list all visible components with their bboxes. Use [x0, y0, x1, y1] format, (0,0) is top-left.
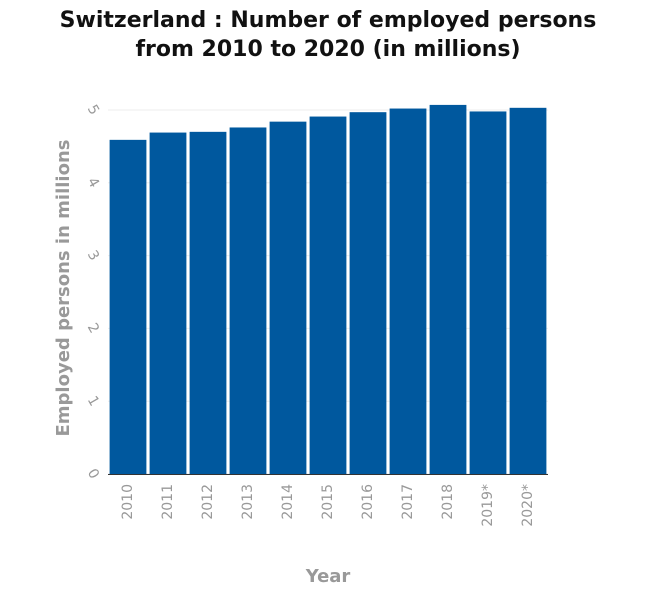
- chart-title-line-1: Switzerland : Number of employed persons: [59, 8, 597, 33]
- bar-2016: [349, 112, 387, 475]
- y-axis-label: Employed persons in millions: [53, 140, 74, 437]
- x-tick-label: 2020*: [520, 484, 536, 527]
- y-tick-label: 1: [84, 393, 102, 409]
- y-tick-label: 2: [84, 321, 102, 337]
- x-tick-label: 2015: [320, 484, 336, 520]
- bar-2013: [229, 127, 267, 475]
- x-tick-label: 2016: [360, 484, 376, 520]
- x-tick-label: 2010: [120, 484, 136, 520]
- y-tick-labels: 0 1 2 3 4 5: [84, 102, 102, 482]
- chart-title-line-2: from 2010 to 2020 (in millions): [135, 37, 521, 62]
- bar-2020-est: [509, 107, 547, 474]
- bars: [109, 104, 547, 475]
- x-tick-label: 2011: [160, 484, 176, 520]
- y-tick-label: 0: [84, 466, 102, 482]
- x-tick-label: 2019*: [480, 484, 496, 527]
- x-tick-label: 2013: [240, 484, 256, 520]
- bar-2018: [429, 104, 467, 475]
- x-tick-label: 2017: [400, 484, 416, 520]
- bar-2010: [109, 139, 147, 474]
- x-tick-label: 2012: [200, 484, 216, 520]
- bar-2017: [389, 108, 427, 474]
- bar-2011: [149, 132, 187, 474]
- x-tick-label: 2014: [280, 484, 296, 520]
- bar-2019-est: [469, 111, 507, 475]
- x-tick-labels: 2010 2011 2012 2013 2014 2015 2016 2017 2018 2019…: [120, 484, 536, 527]
- x-axis-label: Year: [305, 566, 351, 587]
- bar-2015: [309, 116, 347, 474]
- bar-2014: [269, 121, 307, 474]
- y-tick-label: 3: [84, 248, 102, 264]
- y-tick-label: 5: [84, 102, 102, 118]
- y-tick-label: 4: [84, 175, 102, 191]
- bar-2012: [189, 131, 227, 474]
- chart-title: Switzerland : Number of employed persons…: [0, 6, 656, 64]
- x-tick-label: 2018: [440, 484, 456, 520]
